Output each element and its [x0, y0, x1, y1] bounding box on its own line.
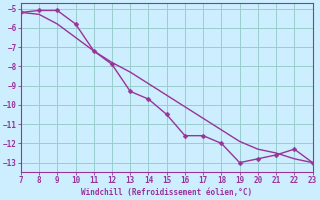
X-axis label: Windchill (Refroidissement éolien,°C): Windchill (Refroidissement éolien,°C): [81, 188, 252, 197]
